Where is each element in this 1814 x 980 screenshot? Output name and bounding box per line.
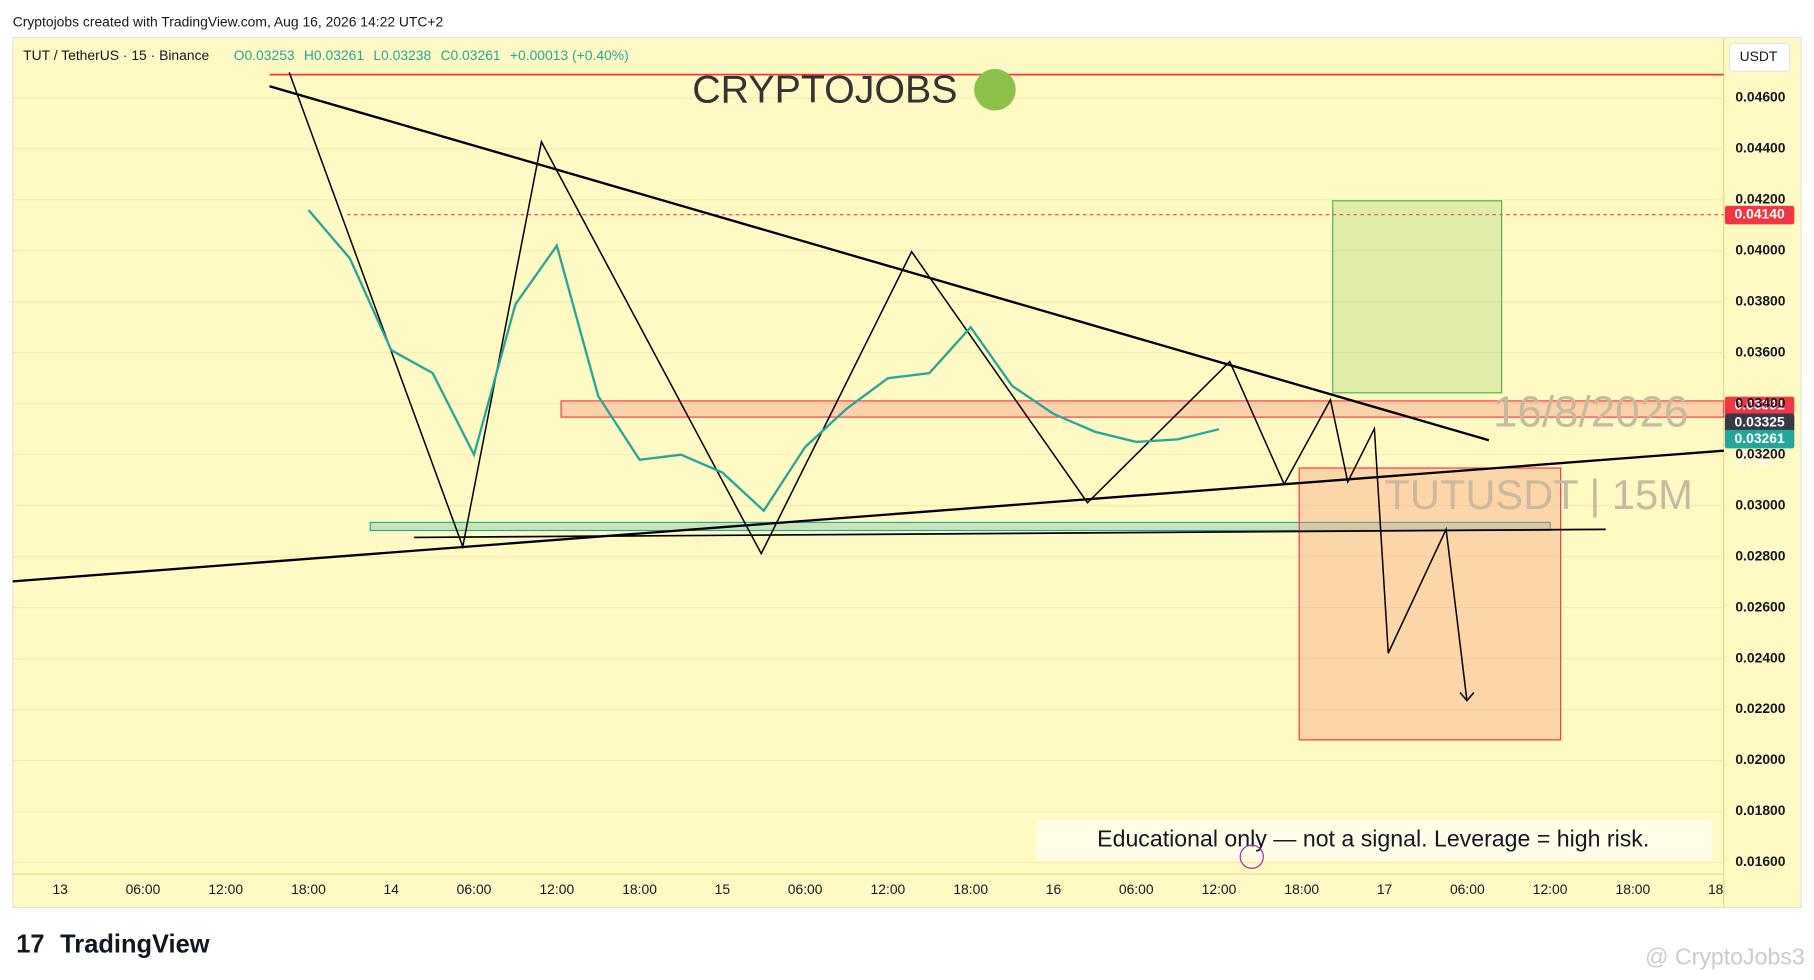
x-tick-label: 12:00: [871, 881, 906, 897]
arrow-head: [1459, 691, 1475, 702]
y-tick-label: 0.02200: [1735, 700, 1785, 716]
price-tag: [1724, 205, 1795, 225]
ohlc-value: +0.00013 (+0.40%): [510, 47, 629, 63]
y-tick-label: 0.03800: [1735, 292, 1785, 308]
disclaimer-bg: [1036, 819, 1713, 861]
trendline: [12, 449, 1724, 583]
x-tick-label: 13: [52, 881, 68, 897]
y-tick-label: 0.02400: [1735, 649, 1785, 665]
lightning-icon: [1239, 844, 1264, 869]
drawings: [12, 72, 1725, 741]
price-tag-label: 0.04140: [1735, 206, 1785, 222]
x-tick-label: 06:00: [1450, 881, 1485, 897]
ohlc-value: C0.03261: [440, 47, 500, 63]
x-tick-label: 18:00: [953, 881, 988, 897]
x-tick-label: 12:00: [539, 881, 574, 897]
y-tick-label: 0.03400: [1735, 394, 1785, 410]
y-tick-label: 0.04000: [1735, 241, 1785, 257]
x-tick-label: 06:00: [126, 881, 161, 897]
currency[interactable]: USDT: [1740, 48, 1778, 64]
price-tag: [1724, 396, 1795, 416]
x-tick-label: 12:00: [208, 881, 243, 897]
countdown: 07:50: [1738, 454, 1770, 469]
y-tick-label: 0.01600: [1735, 853, 1785, 869]
chart-panel: [12, 37, 1802, 909]
x-tick-label: 12:00: [1202, 881, 1237, 897]
currency-box[interactable]: [1728, 42, 1791, 72]
credit: Cryptojobs created with TradingView.com,…: [13, 13, 444, 29]
frog-icon: [974, 68, 1016, 111]
x-tick-label: 06:00: [457, 881, 492, 897]
ohlc-value: O0.03253: [234, 47, 295, 63]
x-tick-label: 18:00: [1616, 881, 1651, 897]
zigzag: [288, 72, 1468, 701]
target-box: [1332, 200, 1503, 394]
logo: TradingView: [60, 931, 210, 959]
pair-watermark: TUTUSDT | 15M: [1384, 471, 1692, 518]
x-tick-label: 15: [715, 881, 731, 897]
x-tick-label: 12:00: [1533, 881, 1568, 897]
x-tick-label: 06:00: [788, 881, 823, 897]
x-tick-label: 18:00: [1284, 881, 1319, 897]
price-tag: [1724, 429, 1795, 449]
y-tick-label: 0.02600: [1735, 598, 1785, 614]
y-tick-label: 0.03000: [1735, 496, 1785, 512]
brand: CRYPTOJOBS: [692, 67, 957, 111]
ohlc-value: H0.03261: [304, 47, 364, 63]
logo-mark: 17: [16, 931, 44, 959]
trendline: [414, 528, 1606, 539]
y-tick-label: 0.02800: [1735, 547, 1785, 563]
y-tick-label: 0.04600: [1735, 88, 1785, 104]
y-tick-label: 0.04400: [1735, 139, 1785, 155]
date-watermark: 16/8/2026: [1493, 387, 1689, 436]
price-tag-label: 0.03325: [1735, 413, 1785, 429]
ohlc: O0.03253 H0.03261 L0.03238 C0.03261 +0.00013…: [234, 47, 629, 63]
price-tag-label: 0.03261: [1735, 430, 1785, 446]
stop-box: [1298, 467, 1562, 741]
x-tick-label: 16: [1046, 881, 1062, 897]
x-tick-label: 18:00: [622, 881, 657, 897]
price-line: [307, 209, 1220, 513]
y-tick-label: 0.04200: [1735, 190, 1785, 206]
disclaimer: Educational only — not a signal. Leverag…: [1097, 826, 1649, 852]
x-tick-label: 14: [384, 881, 400, 897]
watermark: @ CryptoJobs3: [1645, 944, 1805, 970]
symbol: TUT / TetherUS · 15 · Binance: [23, 47, 209, 63]
ohlc-value: L0.03238: [373, 47, 431, 63]
x-tick-label: 18:00: [291, 881, 326, 897]
plot: [307, 209, 1220, 513]
x-tick-label: 17: [1377, 881, 1393, 897]
price-tag: [1724, 413, 1795, 433]
trendline: [269, 85, 1490, 442]
y-tick-label: 0.03200: [1735, 445, 1785, 461]
x-tick-label: 06:00: [1119, 881, 1154, 897]
y-tick-label: 0.02000: [1735, 751, 1785, 767]
x-tick-label: 18: [1708, 881, 1724, 897]
support-zone: [369, 521, 1551, 532]
y-tick-label: 0.01800: [1735, 802, 1785, 818]
price-tag-label: 0.03391: [1735, 397, 1785, 413]
y-tick-label: 0.03600: [1735, 343, 1785, 359]
